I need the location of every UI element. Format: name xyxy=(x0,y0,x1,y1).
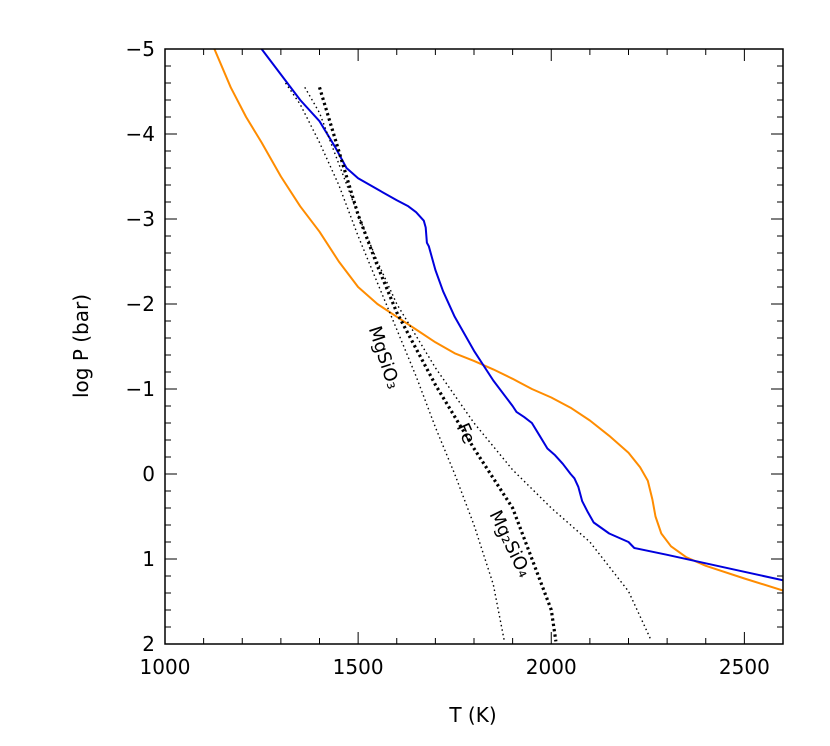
y-tick-label: −3 xyxy=(126,207,155,231)
frame-layer xyxy=(164,48,784,645)
y-tick-label: −2 xyxy=(126,292,155,316)
y-tick-label: −1 xyxy=(126,377,155,401)
series-line-1 xyxy=(260,49,783,582)
y-tick-label: 0 xyxy=(142,462,155,486)
series-line-2-mgsio- xyxy=(284,82,505,640)
y-tick-label: −4 xyxy=(126,122,155,146)
y-tick-label: −5 xyxy=(126,37,155,61)
series-line-4-mg-sio- xyxy=(317,86,558,642)
plot-frame xyxy=(164,48,784,645)
y-axis-title: log P (bar) xyxy=(69,294,93,398)
x-axis-title: T (K) xyxy=(448,703,496,727)
x-tick-label: 1500 xyxy=(333,655,384,679)
y-tick-label: 2 xyxy=(142,632,155,656)
series-line-0 xyxy=(213,49,783,592)
curves-layer xyxy=(213,49,783,642)
x-tick-label: 1000 xyxy=(140,655,191,679)
x-tick-label: 2000 xyxy=(526,655,577,679)
y-tick-label: 1 xyxy=(142,547,155,571)
x-tick-label: 2500 xyxy=(719,655,770,679)
ticks-layer: 1000 1500 2000 2500 −5 −4 −3 −2 −1 0 1 2 xyxy=(126,37,783,679)
